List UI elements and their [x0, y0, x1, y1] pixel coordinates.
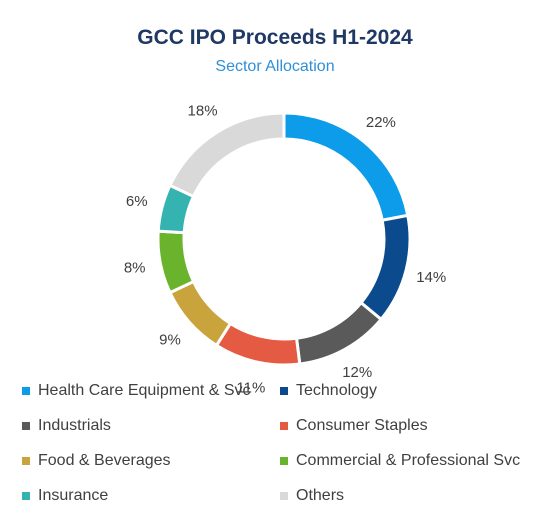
data-label-6: 6% — [126, 193, 148, 210]
slice-7 — [167, 111, 286, 199]
slice-5 — [156, 229, 196, 295]
slice-1 — [358, 213, 412, 322]
legend-swatch — [22, 422, 30, 430]
data-label-4: 9% — [159, 332, 181, 349]
legend-swatch — [280, 422, 288, 430]
legend-label: Food & Beverages — [38, 452, 171, 469]
legend-item-1: Technology — [280, 382, 377, 400]
legend-item-5: Commercial & Professional Svc — [280, 452, 520, 470]
legend-label: Insurance — [38, 487, 109, 504]
legend-swatch — [280, 457, 288, 465]
data-label-5: 8% — [124, 259, 146, 276]
legend-item-2: Industrials — [22, 417, 111, 435]
legend-item-6: Insurance — [22, 487, 108, 505]
slice-3 — [214, 321, 302, 367]
legend-label: Consumer Staples — [296, 417, 428, 434]
legend-swatch — [22, 492, 30, 500]
legend-label: Others — [296, 487, 345, 504]
legend-label: Commercial & Professional Svc — [296, 452, 521, 469]
legend-label: Industrials — [38, 417, 111, 434]
legend-swatch — [22, 387, 30, 395]
slice-2 — [294, 300, 384, 366]
chart-title: GCC IPO Proceeds H1-2024 — [137, 26, 413, 49]
data-label-7: 18% — [188, 103, 218, 120]
legend-item-0: Health Care Equipment & Svc — [22, 382, 251, 400]
legend-item-4: Food & Beverages — [22, 452, 171, 470]
legend-label: Health Care Equipment & Svc — [38, 382, 251, 399]
chart-subtitle: Sector Allocation — [215, 58, 335, 75]
data-label-3: 11% — [236, 379, 265, 396]
data-label-1: 14% — [416, 269, 446, 286]
legend-item-3: Consumer Staples — [280, 417, 428, 435]
legend-label: Technology — [296, 382, 377, 399]
legend-swatch — [280, 387, 288, 395]
legend-swatch — [280, 492, 288, 500]
legend-swatch — [22, 457, 30, 465]
data-label-2: 12% — [342, 364, 372, 381]
legend-item-7: Others — [280, 487, 344, 505]
data-label-0: 22% — [366, 114, 396, 131]
